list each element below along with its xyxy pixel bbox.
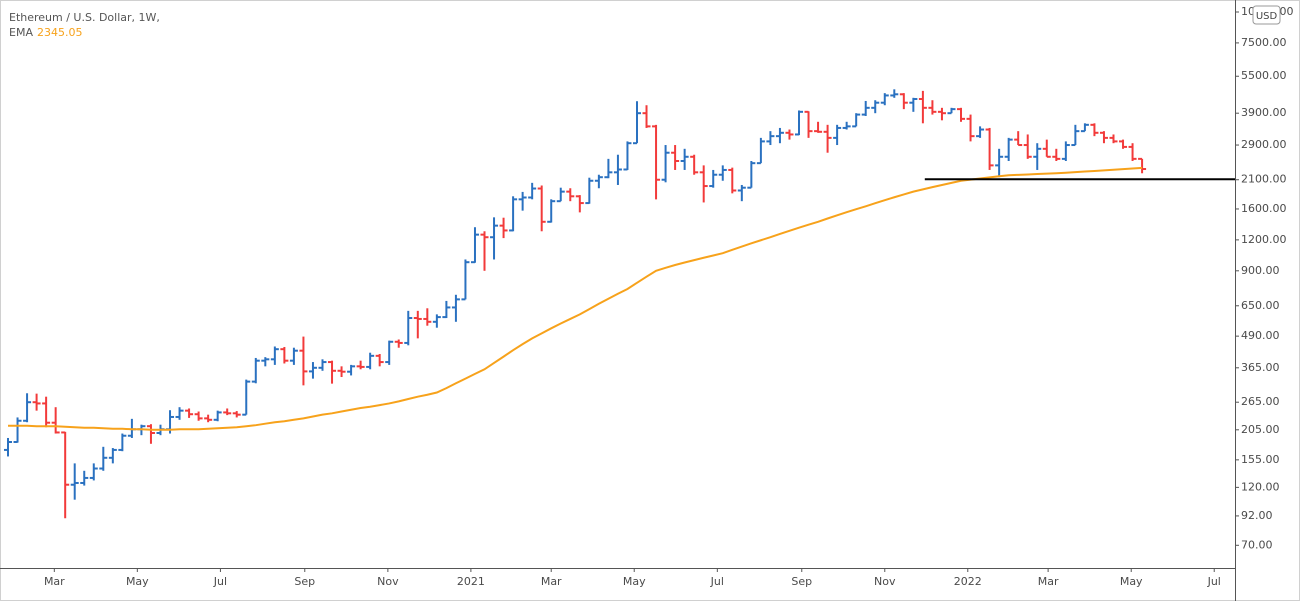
- y-tick-label: 2100.00: [1241, 173, 1287, 186]
- y-tick-label: 1200.00: [1241, 233, 1287, 246]
- y-tick-label: 900.00: [1241, 264, 1280, 277]
- chart-title: Ethereum / U.S. Dollar, 1W,: [9, 11, 160, 24]
- x-tick-label: Mar: [44, 575, 65, 588]
- y-tick-label: 5500.00: [1241, 69, 1287, 82]
- indicator-name: EMA: [9, 26, 33, 39]
- currency-badge: [1252, 5, 1281, 25]
- indicator-value: 2345.05: [37, 26, 83, 39]
- x-tick-label: Jul: [1207, 575, 1221, 588]
- x-tick-label: Jul: [213, 575, 227, 588]
- x-tick-label: Nov: [377, 575, 399, 588]
- plot: [4, 89, 1235, 519]
- x-tick-label: Mar: [1038, 575, 1059, 588]
- y-tick-label: 3900.00: [1241, 106, 1287, 119]
- x-tick-label: 2021: [457, 575, 485, 588]
- y-tick-label: 155.00: [1241, 453, 1280, 466]
- ema-line: [8, 166, 1143, 431]
- y-tick-label: 265.00: [1241, 395, 1280, 408]
- x-tick-label: May: [1120, 575, 1143, 588]
- y-tick-label: 7500.00: [1241, 36, 1287, 49]
- y-tick-label: 205.00: [1241, 423, 1280, 436]
- x-tick-label: Sep: [791, 575, 812, 588]
- y-tick-label: 70.00: [1241, 538, 1273, 551]
- x-tick-label: Nov: [874, 575, 896, 588]
- y-tick-label: 650.00: [1241, 299, 1280, 312]
- y-tick-label: 490.00: [1241, 329, 1280, 342]
- x-tick-label: May: [126, 575, 149, 588]
- x-tick-label: Jul: [710, 575, 724, 588]
- y-tick-label: 1600.00: [1241, 202, 1287, 215]
- x-tick-label: May: [623, 575, 646, 588]
- y-tick-label: 120.00: [1241, 480, 1280, 493]
- y-tick-label: 365.00: [1241, 361, 1280, 374]
- y-tick-label: 2900.00: [1241, 138, 1287, 151]
- x-tick-label: Mar: [541, 575, 562, 588]
- y-tick-label: 92.00: [1241, 509, 1273, 522]
- x-tick-label: Sep: [294, 575, 315, 588]
- x-tick-label: 2022: [954, 575, 982, 588]
- currency-label: USD: [1256, 11, 1278, 22]
